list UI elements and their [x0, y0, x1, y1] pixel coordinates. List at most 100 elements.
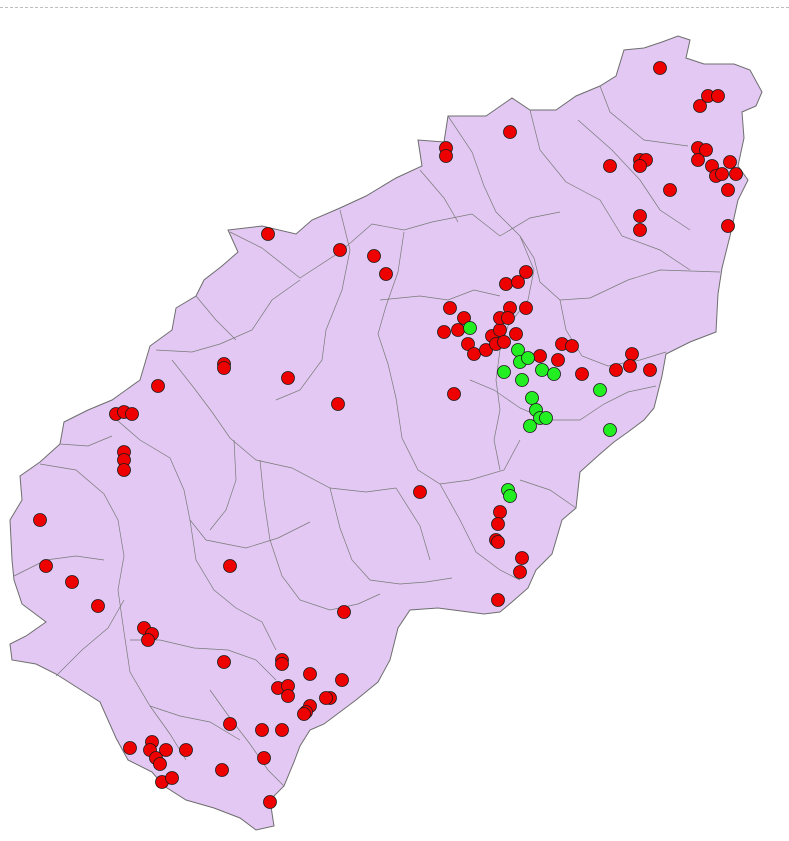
red-site-marker[interactable]	[457, 311, 471, 325]
green-site-marker[interactable]	[521, 351, 535, 365]
red-site-marker[interactable]	[367, 249, 381, 263]
top-dashed-rule	[0, 0, 789, 8]
red-site-marker[interactable]	[255, 723, 269, 737]
red-site-marker[interactable]	[153, 757, 167, 771]
red-site-marker[interactable]	[179, 743, 193, 757]
red-site-marker[interactable]	[499, 277, 513, 291]
red-site-marker[interactable]	[515, 551, 529, 565]
red-site-marker[interactable]	[413, 485, 427, 499]
green-site-marker[interactable]	[523, 419, 537, 433]
red-site-marker[interactable]	[565, 339, 579, 353]
green-site-marker[interactable]	[535, 363, 549, 377]
red-site-marker[interactable]	[501, 311, 515, 325]
red-site-marker[interactable]	[491, 535, 505, 549]
green-site-marker[interactable]	[603, 423, 617, 437]
red-site-marker[interactable]	[723, 155, 737, 169]
red-site-marker[interactable]	[223, 559, 237, 573]
red-site-marker[interactable]	[623, 359, 637, 373]
red-site-marker[interactable]	[609, 363, 623, 377]
red-site-marker[interactable]	[123, 741, 137, 755]
red-site-marker[interactable]	[461, 337, 475, 351]
red-site-marker[interactable]	[333, 243, 347, 257]
red-site-marker[interactable]	[91, 599, 105, 613]
green-site-marker[interactable]	[593, 383, 607, 397]
red-site-marker[interactable]	[125, 407, 139, 421]
red-site-marker[interactable]	[217, 655, 231, 669]
red-site-marker[interactable]	[575, 367, 589, 381]
red-site-marker[interactable]	[331, 397, 345, 411]
red-site-marker[interactable]	[141, 633, 155, 647]
red-site-markers	[33, 61, 743, 809]
green-site-marker[interactable]	[497, 365, 511, 379]
red-site-marker[interactable]	[39, 559, 53, 573]
red-site-marker[interactable]	[663, 183, 677, 197]
red-site-marker[interactable]	[439, 149, 453, 163]
red-site-marker[interactable]	[711, 89, 725, 103]
red-site-marker[interactable]	[551, 353, 565, 367]
red-site-marker[interactable]	[699, 143, 713, 157]
red-site-marker[interactable]	[497, 335, 511, 349]
red-site-marker[interactable]	[451, 323, 465, 337]
red-site-marker[interactable]	[447, 387, 461, 401]
red-site-marker[interactable]	[519, 301, 533, 315]
red-site-marker[interactable]	[263, 795, 277, 809]
red-site-marker[interactable]	[503, 125, 517, 139]
green-site-marker[interactable]	[525, 391, 539, 405]
red-site-marker[interactable]	[319, 691, 333, 705]
red-site-marker[interactable]	[303, 667, 317, 681]
red-site-marker[interactable]	[275, 723, 289, 737]
red-site-marker[interactable]	[275, 657, 289, 671]
red-site-marker[interactable]	[159, 743, 173, 757]
red-site-marker[interactable]	[653, 61, 667, 75]
red-site-marker[interactable]	[493, 505, 507, 519]
red-site-marker[interactable]	[151, 379, 165, 393]
green-site-marker[interactable]	[503, 489, 517, 503]
red-site-marker[interactable]	[625, 347, 639, 361]
red-site-marker[interactable]	[297, 707, 311, 721]
red-site-marker[interactable]	[223, 717, 237, 731]
red-site-marker[interactable]	[491, 517, 505, 531]
red-site-marker[interactable]	[693, 99, 707, 113]
red-site-marker[interactable]	[633, 159, 647, 173]
red-site-marker[interactable]	[643, 363, 657, 377]
red-site-marker[interactable]	[467, 347, 481, 361]
red-site-marker[interactable]	[633, 209, 647, 223]
red-site-marker[interactable]	[65, 575, 79, 589]
green-site-marker[interactable]	[547, 367, 561, 381]
red-site-marker[interactable]	[117, 463, 131, 477]
red-site-marker[interactable]	[261, 227, 275, 241]
red-site-marker[interactable]	[721, 183, 735, 197]
red-site-marker[interactable]	[215, 763, 229, 777]
red-site-marker[interactable]	[257, 751, 271, 765]
red-site-marker[interactable]	[479, 343, 493, 357]
red-site-marker[interactable]	[603, 159, 617, 173]
red-site-marker[interactable]	[511, 275, 525, 289]
red-site-marker[interactable]	[165, 771, 179, 785]
red-site-marker[interactable]	[715, 167, 729, 181]
red-site-marker[interactable]	[281, 371, 295, 385]
red-site-marker[interactable]	[533, 349, 547, 363]
red-site-marker[interactable]	[721, 219, 735, 233]
red-site-marker[interactable]	[217, 361, 231, 375]
red-site-marker[interactable]	[491, 593, 505, 607]
red-site-marker[interactable]	[509, 327, 523, 341]
red-site-marker[interactable]	[729, 167, 743, 181]
green-site-marker[interactable]	[515, 373, 529, 387]
red-site-marker[interactable]	[337, 605, 351, 619]
region-boundary	[9, 35, 763, 831]
red-site-marker[interactable]	[519, 265, 533, 279]
red-site-marker[interactable]	[691, 153, 705, 167]
red-site-marker[interactable]	[443, 301, 457, 315]
red-site-marker[interactable]	[379, 267, 393, 281]
red-site-marker[interactable]	[633, 223, 647, 237]
red-site-marker[interactable]	[437, 325, 451, 339]
red-site-marker[interactable]	[335, 673, 349, 687]
red-site-marker[interactable]	[33, 513, 47, 527]
green-site-marker[interactable]	[463, 321, 477, 335]
green-site-marker[interactable]	[539, 411, 553, 425]
red-site-marker[interactable]	[493, 323, 507, 337]
red-site-marker[interactable]	[513, 565, 527, 579]
red-site-marker[interactable]	[281, 689, 295, 703]
